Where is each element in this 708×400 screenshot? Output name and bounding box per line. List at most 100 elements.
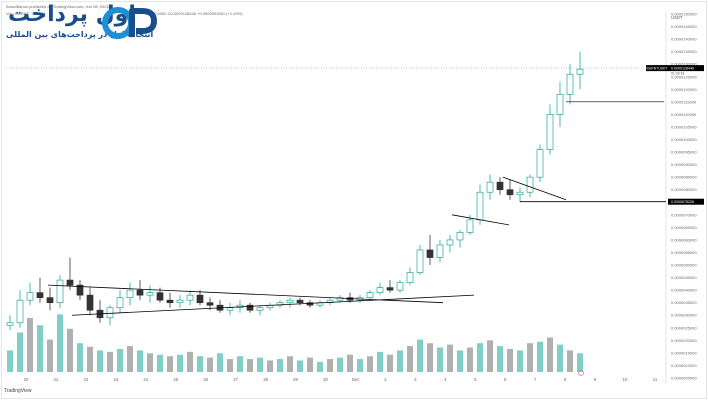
countdown-label: 01:33:18 (671, 72, 684, 76)
volume-bar (207, 357, 213, 372)
y-tick-label: 0.0000115000 (671, 99, 697, 104)
volume-bar (567, 350, 573, 372)
volume-bar (557, 344, 563, 372)
y-tick-label: 0.0000065000 (671, 225, 697, 230)
alert-marker-icon (578, 370, 584, 376)
candle-body (496, 181, 504, 191)
logo-tagline: انتخاب اول در پرداخت‌های بین المللی (6, 30, 154, 39)
y-tick-label: 0.0000095000 (671, 150, 697, 155)
y-tick-label: 0.0000055000 (671, 250, 697, 255)
volume-bar (177, 354, 183, 372)
volume-bar (247, 359, 253, 372)
candle-body (526, 176, 534, 193)
volume-bar (287, 356, 293, 372)
candle-body (196, 294, 204, 304)
candle-body (186, 294, 194, 301)
volume-bar (187, 351, 193, 372)
volume-bar (537, 341, 543, 372)
volume-bar (517, 350, 523, 372)
candle-body (416, 249, 424, 273)
y-tick-label: 0.0000120000 (671, 87, 697, 92)
volume-bar (447, 344, 453, 372)
volume-bar (417, 339, 423, 372)
logo-brand-text: اول پرداخت (8, 2, 136, 27)
candle-body (286, 299, 294, 304)
volume-bar (277, 359, 283, 372)
volume-bar (197, 356, 203, 372)
candle-body (166, 299, 174, 304)
candle-body (536, 149, 544, 178)
x-tick-label: 25 (173, 377, 178, 382)
candle-body (566, 73, 574, 95)
candle-body (456, 232, 464, 241)
candle-body (6, 322, 14, 326)
volume-bar (407, 346, 413, 372)
x-tick-label: 10 (623, 377, 628, 382)
volume-bar (97, 350, 103, 372)
candle-body (256, 307, 264, 311)
x-tick-label: 20 (24, 377, 29, 382)
volume-bar (487, 340, 493, 372)
y-tick-label: 0.0000085000 (671, 175, 697, 180)
volume-bar (57, 314, 63, 372)
candle-body (226, 307, 234, 311)
candle-body (126, 289, 134, 299)
volume-bar (87, 346, 93, 372)
volume-bar (227, 359, 233, 372)
volume-bar (107, 351, 113, 372)
volume-bar (507, 348, 513, 372)
y-tick-label: 0.0000030000 (671, 313, 697, 318)
y-tick-label: 0.0000145000 (671, 24, 697, 29)
volume-bar (477, 343, 483, 372)
symbol-line: Vol · BURNT · 62.12K (6, 11, 46, 16)
volume-bar (457, 350, 463, 372)
x-tick-label: 23 (113, 377, 118, 382)
candle-body (46, 297, 54, 304)
x-tick-label: 2 (384, 377, 387, 382)
x-tick-label: 29 (293, 377, 298, 382)
volume-bar (357, 359, 363, 372)
symbol-label-box (646, 65, 668, 72)
y-tick-label: 0.0000125000 (671, 74, 697, 79)
candle-body (246, 304, 254, 311)
x-tick-label: 6 (504, 377, 507, 382)
candle-body (76, 284, 84, 296)
volume-bar (17, 332, 23, 372)
x-tick-label: 3 (414, 377, 417, 382)
volume-bar (27, 318, 33, 372)
x-tick-label: 22 (84, 377, 89, 382)
volume-bar (147, 353, 153, 372)
volume-bar (117, 348, 123, 372)
x-tick-label: 4 (444, 377, 447, 382)
axis-currency-label: USDT (671, 15, 683, 20)
y-tick-label: 0.0000015000 (671, 350, 697, 355)
candle-body (436, 244, 444, 258)
volume-bar (217, 353, 223, 372)
volume-bar (257, 357, 263, 372)
volume-bar (397, 350, 403, 372)
y-tick-label: 0.0000035000 (671, 300, 697, 305)
candle-body (36, 292, 44, 299)
candle-body (306, 302, 314, 306)
level-price-label: 0.0000075226 (671, 200, 694, 204)
ohlc-line: O 0.0000 C0.0000128446 +0.0000001891 (+1… (150, 11, 243, 16)
x-tick-label: Dec (352, 377, 360, 382)
y-tick-label: 0.0000110000 (671, 112, 697, 117)
y-tick-label: 0.0000105000 (671, 124, 697, 129)
candle-body (506, 189, 514, 196)
x-tick-label: 26 (203, 377, 208, 382)
flag-trendline (451, 214, 510, 226)
candle-body (146, 292, 154, 296)
x-tick-label: 28 (263, 377, 268, 382)
candle-body (426, 249, 434, 258)
candle-body (136, 289, 144, 296)
volume-bar (137, 350, 143, 372)
x-tick-label: 9 (594, 377, 597, 382)
y-tick-label: 0.0000130000 (671, 62, 697, 67)
x-tick-label: 27 (233, 377, 238, 382)
candle-body (206, 302, 214, 306)
volume-bar (317, 361, 323, 372)
candle-body (176, 299, 184, 304)
